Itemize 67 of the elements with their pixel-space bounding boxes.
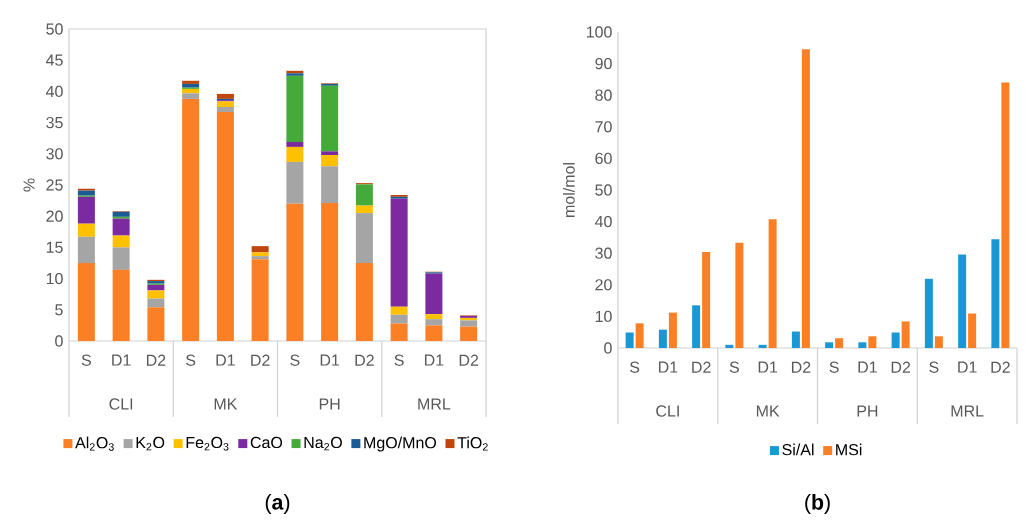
x-tick-label: D1	[958, 361, 977, 373]
x-tick-label: D2	[891, 361, 911, 373]
text: MK	[756, 405, 780, 417]
y-tick-label: 100	[586, 26, 612, 38]
y-axis-title: mol/mol	[563, 163, 575, 217]
x-tick-label: D2	[146, 354, 166, 366]
x-tick-label: D1	[216, 354, 235, 366]
legend-label: CaO	[250, 436, 283, 449]
x-tick-label: S	[394, 354, 404, 366]
legend-label: MSi	[836, 443, 862, 456]
y-tick-label: 35	[46, 116, 63, 129]
y-tick-label: 45	[45, 54, 63, 66]
legend-label: Fe$_{2}$O$_{3}$	[186, 436, 229, 451]
text: PH	[319, 398, 340, 410]
y-tick-label: 20	[46, 210, 63, 222]
legend-label: Al$_{2}$O$_{3}$	[75, 436, 114, 451]
text: (a)	[265, 494, 290, 514]
y-tick-label: 80	[595, 89, 612, 101]
y-tick-label: 0	[55, 335, 63, 347]
x-tick-label: S	[630, 361, 640, 373]
x-tick-label: D2	[355, 354, 374, 366]
x-tick-label: S	[929, 361, 939, 373]
legend-label: K$_{2}$O	[136, 436, 165, 451]
x-tick-label: D1	[858, 361, 877, 373]
y-tick-label: 70	[595, 121, 612, 133]
legend-label: Si/Al	[782, 443, 814, 456]
text: MRL	[418, 398, 451, 410]
text: MRL	[951, 405, 984, 417]
x-tick-label: S	[186, 354, 196, 366]
y-tick-label: 30	[46, 148, 63, 160]
y-tick-label: 40	[45, 85, 63, 98]
text: MK	[214, 398, 238, 410]
y-tick-label: 15	[46, 241, 63, 253]
y-tick-label: 50	[595, 184, 612, 196]
y-tick-label: 0	[604, 342, 612, 354]
y-tick-label: 90	[595, 57, 612, 70]
y-tick-label: 30	[595, 247, 612, 259]
text: PH	[857, 405, 878, 417]
y-axis-title: %	[23, 178, 35, 192]
x-tick-label: D2	[991, 361, 1010, 373]
x-tick-label: S	[729, 361, 739, 373]
y-tick-label: 10	[595, 310, 612, 323]
legend-label: MgO/MnO	[364, 436, 437, 452]
y-tick-label: 5	[55, 304, 63, 316]
x-tick-label: S	[81, 354, 91, 366]
text: CLI	[656, 405, 679, 417]
y-tick-label: 40	[594, 215, 612, 228]
x-tick-label: D2	[692, 361, 711, 373]
x-tick-label: S	[829, 361, 839, 373]
y-tick-label: 20	[595, 279, 612, 291]
y-tick-label: 50	[46, 23, 63, 35]
legend-label: TiO$_{2}$	[457, 436, 488, 451]
x-tick-label: D2	[251, 354, 270, 366]
x-tick-label: D1	[424, 354, 444, 366]
text: CLI	[109, 398, 133, 410]
y-tick-label: 10	[46, 272, 63, 285]
x-tick-label: D1	[758, 361, 778, 373]
legend-label: Na$_{2}$O	[304, 436, 342, 451]
x-tick-label: D2	[791, 361, 811, 373]
y-tick-label: 25	[46, 179, 63, 191]
x-tick-label: D1	[112, 354, 131, 366]
x-tick-label: S	[290, 354, 300, 366]
x-tick-label: D1	[320, 354, 340, 366]
y-tick-label: 60	[595, 152, 612, 165]
x-tick-label: D1	[658, 361, 678, 373]
x-tick-label: D2	[459, 354, 479, 366]
text: (b)	[805, 494, 830, 514]
